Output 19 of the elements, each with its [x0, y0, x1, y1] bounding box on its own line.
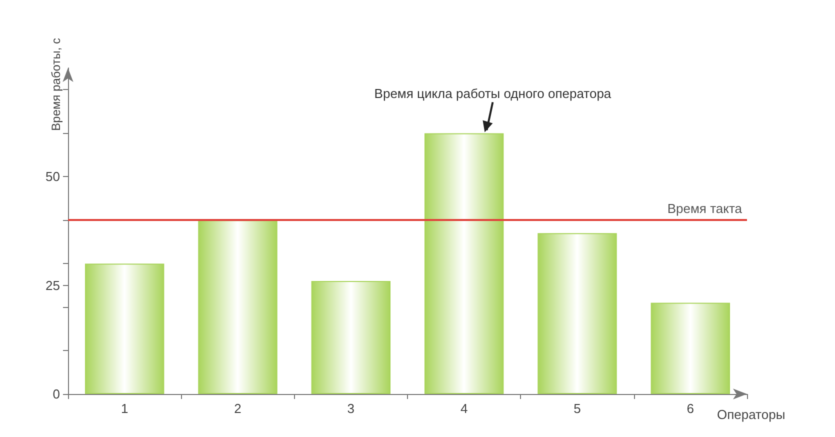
y-axis-title: Время работы, с: [49, 38, 63, 131]
x-axis-title: Операторы: [717, 407, 786, 422]
x-tick-label: 5: [574, 401, 581, 416]
ref-line-label: Время такта: [667, 201, 743, 216]
x-tick-label: 6: [686, 401, 694, 416]
y-tick-label: 25: [46, 278, 60, 293]
bar: [538, 233, 617, 394]
bar: [650, 302, 730, 394]
bar: [198, 220, 278, 394]
x-tick-label: 3: [347, 401, 355, 416]
bar: [311, 280, 391, 394]
x-tick-label: 1: [120, 401, 128, 416]
annotation: Время цикла работы одного оператора: [374, 86, 612, 102]
x-tick-label: 2: [234, 401, 242, 416]
x-tick-label: 4: [460, 401, 468, 416]
y-tick-label: 50: [46, 169, 60, 184]
bar: [424, 133, 504, 394]
y-tick-label: 0: [52, 386, 60, 402]
bar: [84, 264, 164, 394]
